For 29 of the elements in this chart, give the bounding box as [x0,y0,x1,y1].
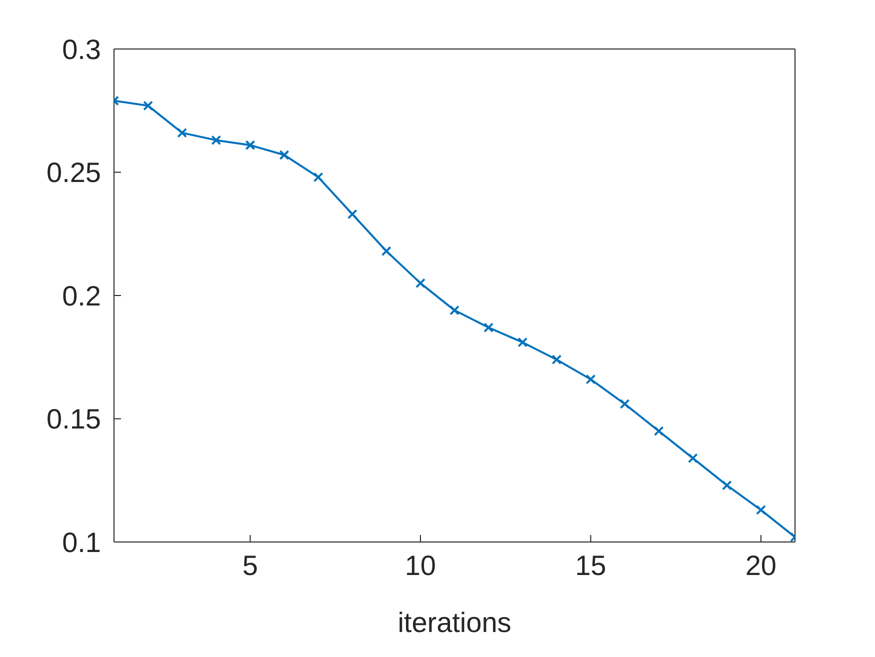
y-tick-label: 0.2 [62,280,101,312]
point [620,398,630,409]
point [586,374,596,384]
point [211,135,222,146]
y-tick-label: 0.1 [62,526,101,558]
point [552,354,562,365]
point [143,100,154,111]
x-tick-label: 15 [575,550,606,581]
point [484,322,494,333]
point [177,128,188,138]
point [245,140,256,150]
point [450,305,460,316]
x-tick-label: 20 [745,550,777,581]
y-tick-label: 0.25 [46,157,101,188]
point [313,172,324,182]
point [279,150,290,160]
point [654,426,664,436]
point [722,480,732,490]
point [347,209,358,220]
point [756,504,766,515]
y-tick-label: 0.15 [46,404,101,435]
x-tick-label: 5 [242,550,258,581]
x-axis-title: iterations [398,606,512,638]
point [518,337,528,348]
point [688,453,698,464]
y-tick-label: 0.3 [62,34,101,65]
x-tick-label: 10 [404,550,436,581]
point [381,246,392,256]
point [415,278,426,288]
